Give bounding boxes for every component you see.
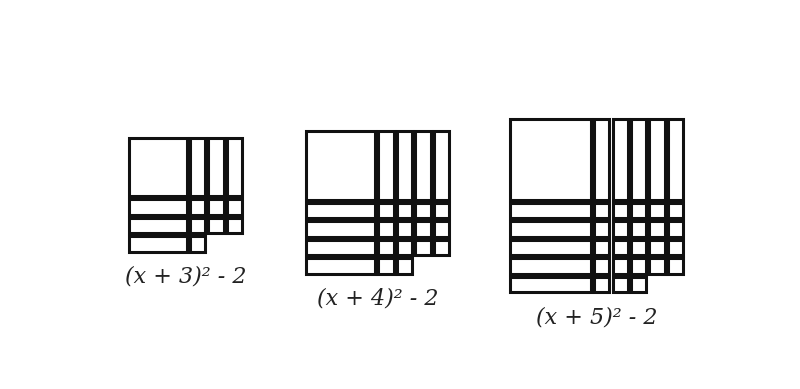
Bar (190, 199, 205, 215)
Bar (668, 258, 683, 274)
Bar (631, 277, 646, 292)
Bar (613, 203, 628, 218)
Bar (129, 236, 186, 252)
Bar (631, 258, 646, 274)
Bar (208, 138, 224, 196)
Bar (397, 131, 412, 200)
Bar (226, 138, 242, 196)
Bar (397, 240, 412, 255)
Bar (306, 258, 375, 274)
Bar (434, 240, 450, 255)
Bar (668, 119, 683, 200)
Bar (650, 258, 665, 274)
Bar (434, 131, 450, 200)
Bar (668, 240, 683, 255)
Bar (378, 203, 394, 218)
Bar (613, 277, 628, 292)
Bar (415, 203, 430, 218)
Bar (594, 240, 610, 255)
Bar (306, 131, 375, 200)
Bar (510, 221, 591, 237)
Bar (613, 221, 628, 237)
Bar (397, 221, 412, 237)
Bar (397, 203, 412, 218)
Bar (510, 258, 591, 274)
Bar (510, 119, 591, 200)
Bar (594, 221, 610, 237)
Bar (129, 217, 186, 233)
Bar (378, 240, 394, 255)
Bar (631, 221, 646, 237)
Bar (631, 119, 646, 200)
Bar (510, 203, 591, 218)
Bar (415, 131, 430, 200)
Bar (378, 221, 394, 237)
Bar (397, 258, 412, 274)
Bar (378, 131, 394, 200)
Bar (190, 217, 205, 233)
Bar (415, 221, 430, 237)
Bar (668, 203, 683, 218)
Bar (594, 277, 610, 292)
Bar (650, 203, 665, 218)
Bar (190, 138, 205, 196)
Bar (434, 203, 450, 218)
Bar (631, 240, 646, 255)
Text: (x + 3)² - 2: (x + 3)² - 2 (125, 265, 246, 287)
Text: (x + 5)² - 2: (x + 5)² - 2 (536, 306, 658, 328)
Bar (226, 199, 242, 215)
Bar (226, 217, 242, 233)
Bar (594, 119, 610, 200)
Bar (613, 258, 628, 274)
Bar (594, 258, 610, 274)
Bar (613, 119, 628, 200)
Bar (306, 221, 375, 237)
Bar (510, 277, 591, 292)
Bar (668, 221, 683, 237)
Bar (129, 138, 186, 196)
Bar (650, 221, 665, 237)
Bar (650, 119, 665, 200)
Bar (208, 217, 224, 233)
Bar (415, 240, 430, 255)
Bar (306, 240, 375, 255)
Bar (190, 236, 205, 252)
Bar (510, 240, 591, 255)
Bar (631, 203, 646, 218)
Bar (378, 258, 394, 274)
Bar (594, 203, 610, 218)
Bar (306, 203, 375, 218)
Bar (208, 199, 224, 215)
Bar (613, 240, 628, 255)
Text: (x + 4)² - 2: (x + 4)² - 2 (317, 288, 438, 310)
Bar (434, 221, 450, 237)
Bar (650, 240, 665, 255)
Bar (129, 199, 186, 215)
